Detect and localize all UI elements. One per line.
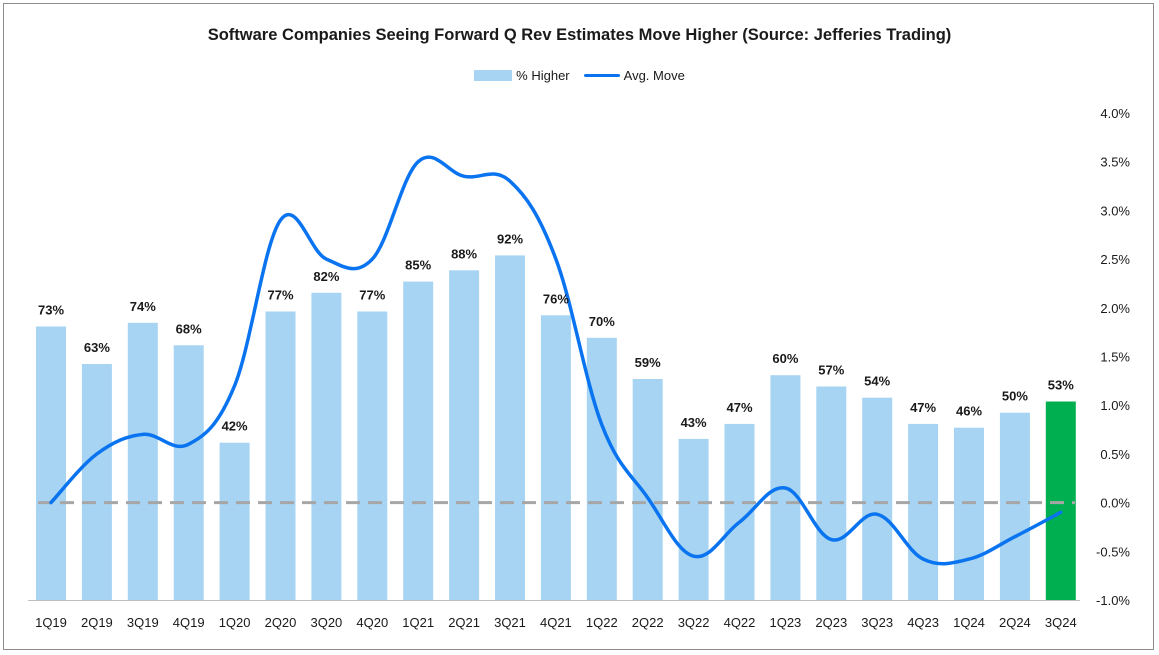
x-tick-label: 2Q19 xyxy=(81,615,113,630)
bar-data-label: 47% xyxy=(910,400,936,415)
x-tick-label: 3Q24 xyxy=(1045,615,1077,630)
legend-item-line: Avg. Move xyxy=(583,68,685,83)
bar-1Q22 xyxy=(586,337,617,600)
x-tick-label: 1Q24 xyxy=(953,615,985,630)
bar-2Q19 xyxy=(81,364,112,600)
legend-item-bars: % Higher xyxy=(474,68,570,83)
bar-data-label: 68% xyxy=(176,321,202,336)
chart-title: Software Companies Seeing Forward Q Rev … xyxy=(207,26,952,44)
y-right-tick-label: 2.0% xyxy=(1100,301,1130,316)
x-tick-label: 2Q21 xyxy=(448,615,480,630)
x-tick-label: 4Q20 xyxy=(356,615,388,630)
bar-data-label: 74% xyxy=(130,299,156,314)
bar-data-label: 47% xyxy=(726,400,752,415)
y-right-tick-label: 3.5% xyxy=(1100,155,1130,170)
bar-3Q23 xyxy=(862,397,893,600)
bar-3Q22 xyxy=(678,438,709,600)
x-tick-label: 1Q23 xyxy=(769,615,801,630)
x-tick-label: 1Q22 xyxy=(586,615,618,630)
avg-move-line xyxy=(49,155,1063,566)
bar-data-label: 42% xyxy=(222,419,248,434)
bar-data-label: 82% xyxy=(313,269,339,284)
x-tick-label: 4Q21 xyxy=(540,615,572,630)
bar-data-label: 77% xyxy=(267,288,293,303)
y-right-tick-label: 4.0% xyxy=(1100,106,1130,121)
x-tick-label: 3Q20 xyxy=(310,615,342,630)
y-right-tick-label: -0.5% xyxy=(1096,544,1130,559)
bar-data-label: 53% xyxy=(1048,378,1074,393)
bar-1Q20 xyxy=(219,442,250,600)
bar-1Q19 xyxy=(36,326,66,600)
y-right-tick-label: 0.5% xyxy=(1100,447,1130,462)
x-tick-label: 3Q19 xyxy=(127,615,159,630)
bar-data-label: 73% xyxy=(38,303,64,318)
bar-data-label: 77% xyxy=(359,288,385,303)
bar-data-label: 59% xyxy=(635,355,661,370)
x-tick-label: 1Q20 xyxy=(219,615,251,630)
bar-data-label: 46% xyxy=(956,404,982,419)
bar-2Q22 xyxy=(632,379,663,600)
bar-3Q24 xyxy=(1045,401,1076,600)
bar-data-label: 76% xyxy=(543,291,569,306)
y-right-tick-label: -1.0% xyxy=(1096,593,1130,608)
bar-1Q24 xyxy=(954,427,984,600)
bar-data-label: 85% xyxy=(405,258,431,273)
x-tick-label: 3Q23 xyxy=(861,615,893,630)
x-tick-label: 2Q23 xyxy=(815,615,847,630)
x-tick-label: 4Q19 xyxy=(173,615,205,630)
y-right-tick-label: 2.5% xyxy=(1100,252,1130,267)
x-tick-label: 2Q22 xyxy=(632,615,664,630)
bar-2Q20 xyxy=(265,311,296,600)
bar-1Q21 xyxy=(403,281,434,600)
bar-data-label: 57% xyxy=(818,363,844,378)
x-tick-label: 1Q21 xyxy=(402,615,434,630)
bar-2Q24 xyxy=(999,412,1030,600)
bar-4Q21 xyxy=(540,315,571,600)
x-tick-label: 2Q24 xyxy=(999,615,1031,630)
bar-2Q23 xyxy=(816,386,847,600)
y-right-tick-label: 0.0% xyxy=(1100,496,1130,511)
y-right-tick-label: 3.0% xyxy=(1100,203,1130,218)
bar-4Q23 xyxy=(908,423,939,600)
bar-data-label: 43% xyxy=(681,415,707,430)
bar-2Q21 xyxy=(449,270,480,600)
bar-3Q20 xyxy=(311,292,342,600)
y-right-tick-label: 1.0% xyxy=(1100,398,1130,413)
x-tick-label: 2Q20 xyxy=(265,615,297,630)
bar-data-label: 70% xyxy=(589,314,615,329)
x-tick-label: 3Q22 xyxy=(678,615,710,630)
legend-label-line: Avg. Move xyxy=(623,68,685,83)
bar-data-label: 50% xyxy=(1002,389,1028,404)
chart-legend: % Higher Avg. Move xyxy=(4,68,1155,83)
x-tick-label: 3Q21 xyxy=(494,615,526,630)
x-tick-label: 4Q22 xyxy=(724,615,756,630)
bar-data-label: 92% xyxy=(497,231,523,246)
x-tick-label: 4Q23 xyxy=(907,615,939,630)
legend-swatch-bars xyxy=(474,70,513,81)
legend-label-bars: % Higher xyxy=(516,68,570,83)
bar-data-label: 60% xyxy=(772,351,798,366)
bar-4Q20 xyxy=(357,311,388,600)
bar-data-label: 88% xyxy=(451,246,477,261)
y-right-tick-label: 1.5% xyxy=(1100,350,1130,365)
bar-data-label: 54% xyxy=(864,374,890,389)
x-tick-label: 1Q19 xyxy=(35,615,67,630)
bar-data-label: 63% xyxy=(84,340,110,355)
bar-4Q19 xyxy=(173,345,204,600)
legend-swatch-line xyxy=(583,74,620,77)
bar-3Q19 xyxy=(127,322,158,600)
bar-3Q21 xyxy=(495,255,525,600)
